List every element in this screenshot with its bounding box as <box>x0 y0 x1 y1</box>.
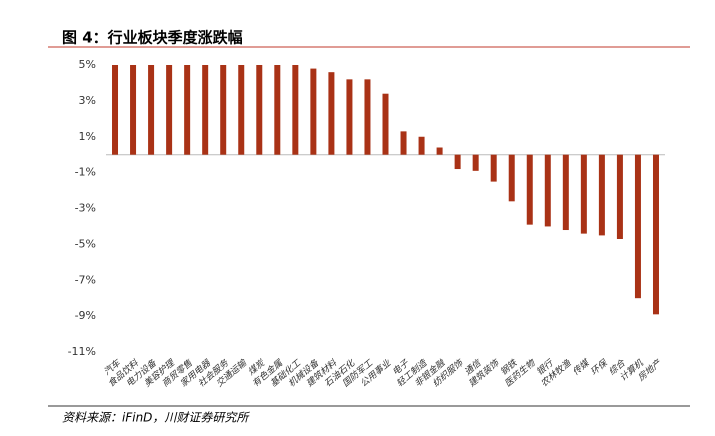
bar <box>238 65 245 155</box>
bar <box>220 65 227 155</box>
x-tick-label: 环保 <box>589 357 611 378</box>
x-tick-label: 传媒 <box>571 357 593 378</box>
bar <box>490 154 497 182</box>
bar <box>634 154 641 299</box>
bar <box>202 65 209 155</box>
bar <box>454 154 461 170</box>
y-tick-label: -1% <box>75 166 96 179</box>
bar <box>274 65 281 155</box>
bar <box>526 154 533 225</box>
bar <box>616 154 623 239</box>
y-tick-label: -11% <box>68 345 96 358</box>
bar <box>652 154 659 315</box>
bar <box>310 68 317 155</box>
y-tick-label: -3% <box>75 202 96 215</box>
bar <box>544 154 551 227</box>
bar <box>472 154 479 171</box>
bar <box>436 147 443 155</box>
bar <box>598 154 605 236</box>
bar <box>364 79 371 155</box>
bar <box>256 65 263 155</box>
bar <box>382 93 389 155</box>
bar <box>328 72 335 155</box>
y-tick-label: 5% <box>79 58 96 71</box>
y-tick-label: -5% <box>75 237 96 250</box>
bar <box>580 154 587 234</box>
bar <box>184 65 191 155</box>
bar <box>292 65 299 155</box>
bar <box>130 65 137 155</box>
bar <box>346 79 353 155</box>
bar <box>148 65 155 155</box>
bar <box>400 131 407 155</box>
bar <box>166 65 173 155</box>
bar <box>418 136 425 155</box>
chart-title: 图 4：行业板块季度涨跌幅 <box>62 29 243 47</box>
bar <box>562 154 569 231</box>
source-note: 资料来源：iFinD，川财证券研究所 <box>62 411 250 425</box>
bar <box>508 154 515 202</box>
y-tick-label: 3% <box>79 94 96 107</box>
y-tick-label: -7% <box>75 273 96 286</box>
bar <box>112 65 119 155</box>
y-tick-label: 1% <box>79 130 96 143</box>
y-tick-label: -9% <box>75 309 96 322</box>
